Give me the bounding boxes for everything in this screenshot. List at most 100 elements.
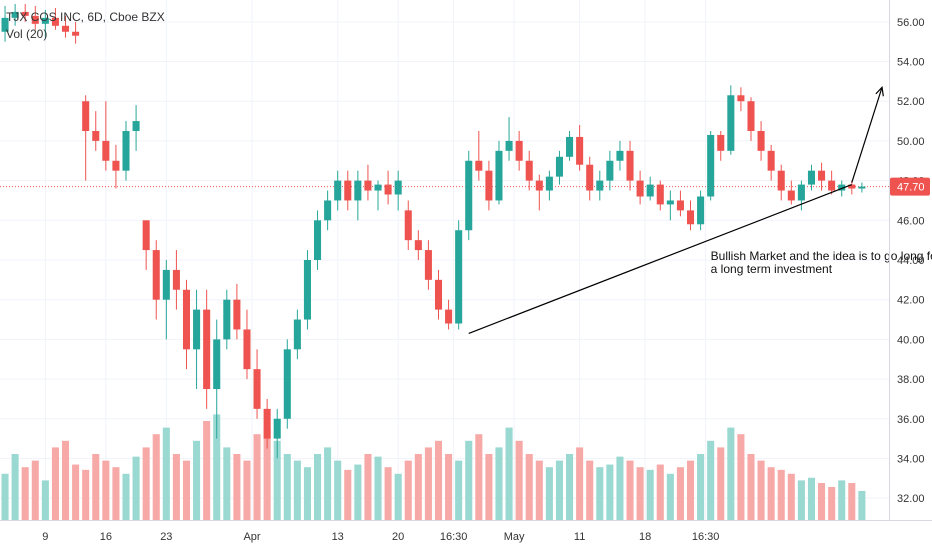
y-tick-label: 38.00 bbox=[897, 374, 925, 386]
price-axis[interactable]: 56.0054.0052.0050.0048.0046.0044.0042.00… bbox=[889, 0, 925, 520]
volume-bar bbox=[72, 464, 80, 520]
candle-body bbox=[394, 180, 402, 195]
volume-bar bbox=[314, 454, 322, 520]
candle-body bbox=[21, 11, 29, 16]
y-tick-label: 54.00 bbox=[897, 57, 925, 69]
volume-bar bbox=[193, 440, 201, 520]
candle-body bbox=[455, 230, 463, 324]
time-axis[interactable]: 9 16 23 Apr 13 20 16:30 May 11 18 16:30 bbox=[0, 520, 932, 544]
volume-bar bbox=[858, 490, 866, 520]
volume-bar bbox=[767, 467, 775, 520]
candle-body bbox=[777, 170, 785, 191]
candle-body bbox=[233, 299, 241, 330]
volume-label: Vol (20) bbox=[6, 27, 47, 41]
candle-body bbox=[172, 269, 180, 290]
volume-bar bbox=[162, 427, 170, 520]
candle-body bbox=[122, 130, 130, 171]
volume-bar bbox=[686, 460, 695, 520]
candle-body bbox=[142, 220, 150, 251]
candle-body bbox=[545, 176, 553, 191]
volume-bar bbox=[757, 460, 765, 520]
volume-bar bbox=[586, 460, 594, 520]
candle-body bbox=[576, 136, 584, 165]
volume-bar bbox=[142, 447, 150, 520]
volume-bar bbox=[666, 473, 674, 520]
y-tick-label: 50.00 bbox=[897, 136, 925, 148]
candle-body bbox=[384, 184, 392, 195]
volume-bar bbox=[273, 440, 281, 520]
candle-body bbox=[293, 319, 301, 350]
candle-body bbox=[727, 95, 735, 151]
candle-body bbox=[606, 160, 614, 181]
volume-bar bbox=[555, 460, 563, 520]
volume-bar bbox=[374, 456, 382, 520]
volume-bar bbox=[122, 473, 130, 520]
volume-bar bbox=[51, 447, 59, 520]
candle-body bbox=[132, 121, 140, 131]
candle-body bbox=[374, 184, 382, 191]
candle-body bbox=[838, 184, 846, 191]
volume-bar bbox=[616, 456, 624, 520]
candle-body bbox=[314, 220, 322, 260]
volume-bar bbox=[475, 434, 483, 520]
candle-body bbox=[82, 101, 90, 131]
volume-bar bbox=[203, 421, 211, 520]
candle-body bbox=[243, 329, 251, 370]
volume-bar bbox=[364, 454, 372, 520]
volume-bar bbox=[596, 467, 604, 520]
volume-bar bbox=[334, 460, 342, 520]
volume-bar bbox=[656, 464, 664, 520]
volume-bar bbox=[838, 480, 846, 520]
candle-body bbox=[717, 134, 725, 151]
candle-body bbox=[11, 11, 19, 18]
candle-body bbox=[424, 250, 432, 280]
x-tick-label: 11 bbox=[574, 531, 585, 543]
drawings[interactable]: Bullish Market and the idea is to go lon… bbox=[468, 86, 932, 334]
annotation-text-line-1[interactable]: Bullish Market and the idea is to go lon… bbox=[711, 249, 932, 263]
annotation-text-line-2[interactable]: a long term investment bbox=[711, 262, 833, 276]
candle-body bbox=[303, 260, 311, 320]
volume-bar bbox=[102, 460, 110, 520]
current-price-tag: 47.70 bbox=[890, 177, 930, 196]
candle-body bbox=[686, 210, 695, 225]
candle-body bbox=[213, 339, 221, 390]
x-tick-label: Apr bbox=[243, 531, 260, 543]
volume-bar bbox=[485, 454, 493, 520]
candle-body bbox=[495, 150, 503, 201]
candle-body bbox=[223, 299, 231, 340]
volume-bar bbox=[818, 483, 826, 520]
candle-body bbox=[525, 160, 533, 181]
candle-body bbox=[828, 180, 836, 191]
x-tick-label: 20 bbox=[392, 531, 404, 543]
candle-body bbox=[566, 136, 574, 157]
volume-bar bbox=[303, 467, 311, 520]
volume-bar bbox=[646, 469, 654, 520]
trendline[interactable] bbox=[468, 184, 853, 334]
candle-body bbox=[626, 150, 634, 181]
candle-body bbox=[324, 200, 332, 221]
candle-body bbox=[757, 130, 765, 151]
candle-body bbox=[283, 349, 291, 419]
candle-body bbox=[807, 170, 816, 185]
y-tick-label: 52.00 bbox=[897, 96, 925, 108]
volume-bar bbox=[717, 447, 725, 520]
y-tick-label: 42.00 bbox=[897, 295, 925, 307]
candle-body bbox=[445, 309, 453, 324]
volume-bar bbox=[747, 454, 755, 520]
candle-body bbox=[656, 184, 664, 205]
forecast-arrow[interactable] bbox=[851, 87, 883, 183]
candle-body bbox=[404, 210, 412, 241]
candle-body bbox=[797, 184, 805, 201]
volume-bar bbox=[727, 427, 735, 520]
volume-bar bbox=[535, 460, 543, 520]
volume-bar bbox=[636, 467, 644, 520]
y-tick-label: 56.00 bbox=[897, 17, 925, 29]
volume-bar bbox=[777, 469, 785, 520]
volume-bar bbox=[253, 434, 261, 520]
volume-bar bbox=[31, 460, 39, 520]
volume-bar bbox=[132, 456, 140, 520]
candle-body bbox=[102, 140, 110, 161]
candle-body bbox=[203, 309, 211, 390]
